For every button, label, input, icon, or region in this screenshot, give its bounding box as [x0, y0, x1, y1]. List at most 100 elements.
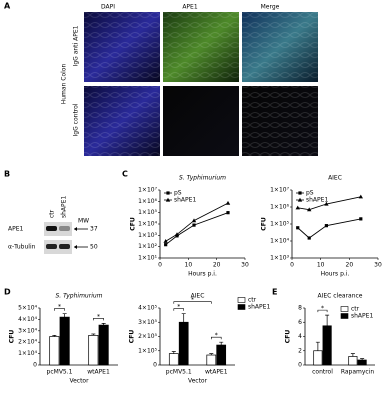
bar: [313, 350, 323, 366]
marker: [226, 211, 230, 215]
y-tick-label: 1×10⁶: [270, 204, 289, 211]
error-bar: [101, 323, 106, 326]
marker: [297, 197, 303, 202]
blot: [44, 222, 72, 236]
x-tick-label: 10: [185, 262, 193, 269]
marker: [165, 197, 171, 202]
marker: [225, 200, 231, 205]
panel-label: C: [122, 170, 128, 179]
panel-label: D: [4, 288, 11, 297]
marker: [166, 191, 170, 195]
lane-label: shAPE1: [61, 196, 68, 218]
y-tick-label: 2×10⁴: [18, 339, 37, 346]
error-bar: [350, 353, 355, 357]
y-tick-label: 2×10⁵: [138, 333, 157, 340]
bar: [178, 321, 189, 366]
y-tick-label: 8: [298, 305, 302, 312]
significance-bracket: [211, 336, 222, 340]
legend-label: pS: [174, 190, 182, 197]
marker: [163, 239, 168, 243]
error-bar: [209, 353, 214, 356]
tissue-label: Human Colon: [61, 64, 68, 105]
bar: [206, 354, 217, 366]
image-texture: [84, 86, 160, 156]
significance-bracket: [93, 318, 104, 321]
x-tick-label: Rapamycin: [341, 369, 375, 376]
legend-swatch: [237, 304, 246, 310]
marker: [174, 232, 180, 237]
significance-label: *: [58, 304, 61, 311]
chart-title: AIEC: [191, 293, 205, 300]
band: [59, 226, 70, 231]
x-axis-label: Vector: [69, 378, 89, 385]
marker: [191, 218, 197, 223]
y-tick-label: 0: [33, 362, 37, 369]
x-tick-label: 0: [290, 262, 294, 269]
legend-label: shAPE1: [306, 197, 328, 204]
x-tick-label: wtAPE1: [87, 369, 110, 376]
y-tick-label: 1×10³: [270, 255, 289, 262]
marker: [324, 224, 328, 228]
y-tick-label: 1×10³: [138, 232, 157, 239]
band: [46, 244, 57, 249]
column-header: DAPI: [101, 4, 115, 11]
panel-label: A: [4, 2, 11, 11]
x-tick-label: pcMV5.1: [47, 369, 73, 376]
series-line: [297, 218, 361, 239]
error-bar: [181, 313, 186, 323]
significance-bracket: [173, 301, 212, 304]
panel-label: E: [272, 288, 277, 297]
bar: [168, 353, 179, 366]
error-bar: [219, 341, 224, 346]
y-tick-label: 4: [298, 333, 302, 340]
marker: [296, 226, 300, 230]
y-tick-label: 3×10⁵: [138, 319, 157, 326]
chart-title: S. Typhimurium: [179, 175, 226, 182]
legend-label: shAPE1: [248, 304, 270, 311]
chart-title: AIEC: [328, 175, 342, 182]
y-tick-label: 1×10²: [138, 243, 157, 250]
arrow-head: [74, 245, 77, 249]
x-tick-label: 30: [374, 262, 382, 269]
marker: [307, 207, 312, 212]
legend-swatch: [237, 297, 246, 303]
series-line: [165, 212, 229, 246]
y-tick-label: 1×10⁵: [138, 347, 157, 354]
y-tick-label: 1×10¹: [138, 255, 157, 262]
band-label: α-Tubulin: [8, 244, 36, 251]
y-tick-label: 4×10⁴: [18, 316, 37, 323]
y-tick-label: 1×10⁴: [138, 221, 157, 228]
marker: [359, 217, 363, 221]
significance-label: *: [191, 297, 194, 304]
error-bar: [171, 351, 176, 354]
error-bar: [62, 313, 67, 318]
legend-label: ctr: [351, 306, 360, 313]
legend-label: ctr: [248, 297, 257, 304]
bar: [216, 344, 227, 366]
bar: [98, 324, 109, 366]
y-tick-label: 0: [298, 362, 302, 369]
legend-swatch: [340, 313, 349, 319]
significance-label: *: [321, 305, 324, 312]
bar: [59, 316, 70, 366]
x-axis-label: Vector: [188, 378, 208, 385]
y-tick-label: 4×10⁵: [138, 305, 157, 312]
image-texture: [242, 86, 318, 156]
marker: [324, 201, 329, 206]
error-bar: [315, 341, 320, 351]
y-tick-label: 1×10⁶: [138, 198, 157, 205]
legend-swatch: [340, 306, 349, 312]
y-tick-label: 1×10⁴: [270, 238, 289, 245]
x-tick-label: 20: [346, 262, 354, 269]
bar: [88, 335, 99, 366]
error-bar: [360, 358, 365, 361]
mw-value: 37: [90, 226, 98, 233]
significance-bracket: [173, 308, 184, 311]
x-axis-label: Hours p.i.: [321, 271, 350, 278]
arrow-head: [74, 227, 77, 231]
x-tick-label: 30: [241, 262, 249, 269]
marker: [358, 194, 363, 199]
marker: [307, 236, 311, 240]
